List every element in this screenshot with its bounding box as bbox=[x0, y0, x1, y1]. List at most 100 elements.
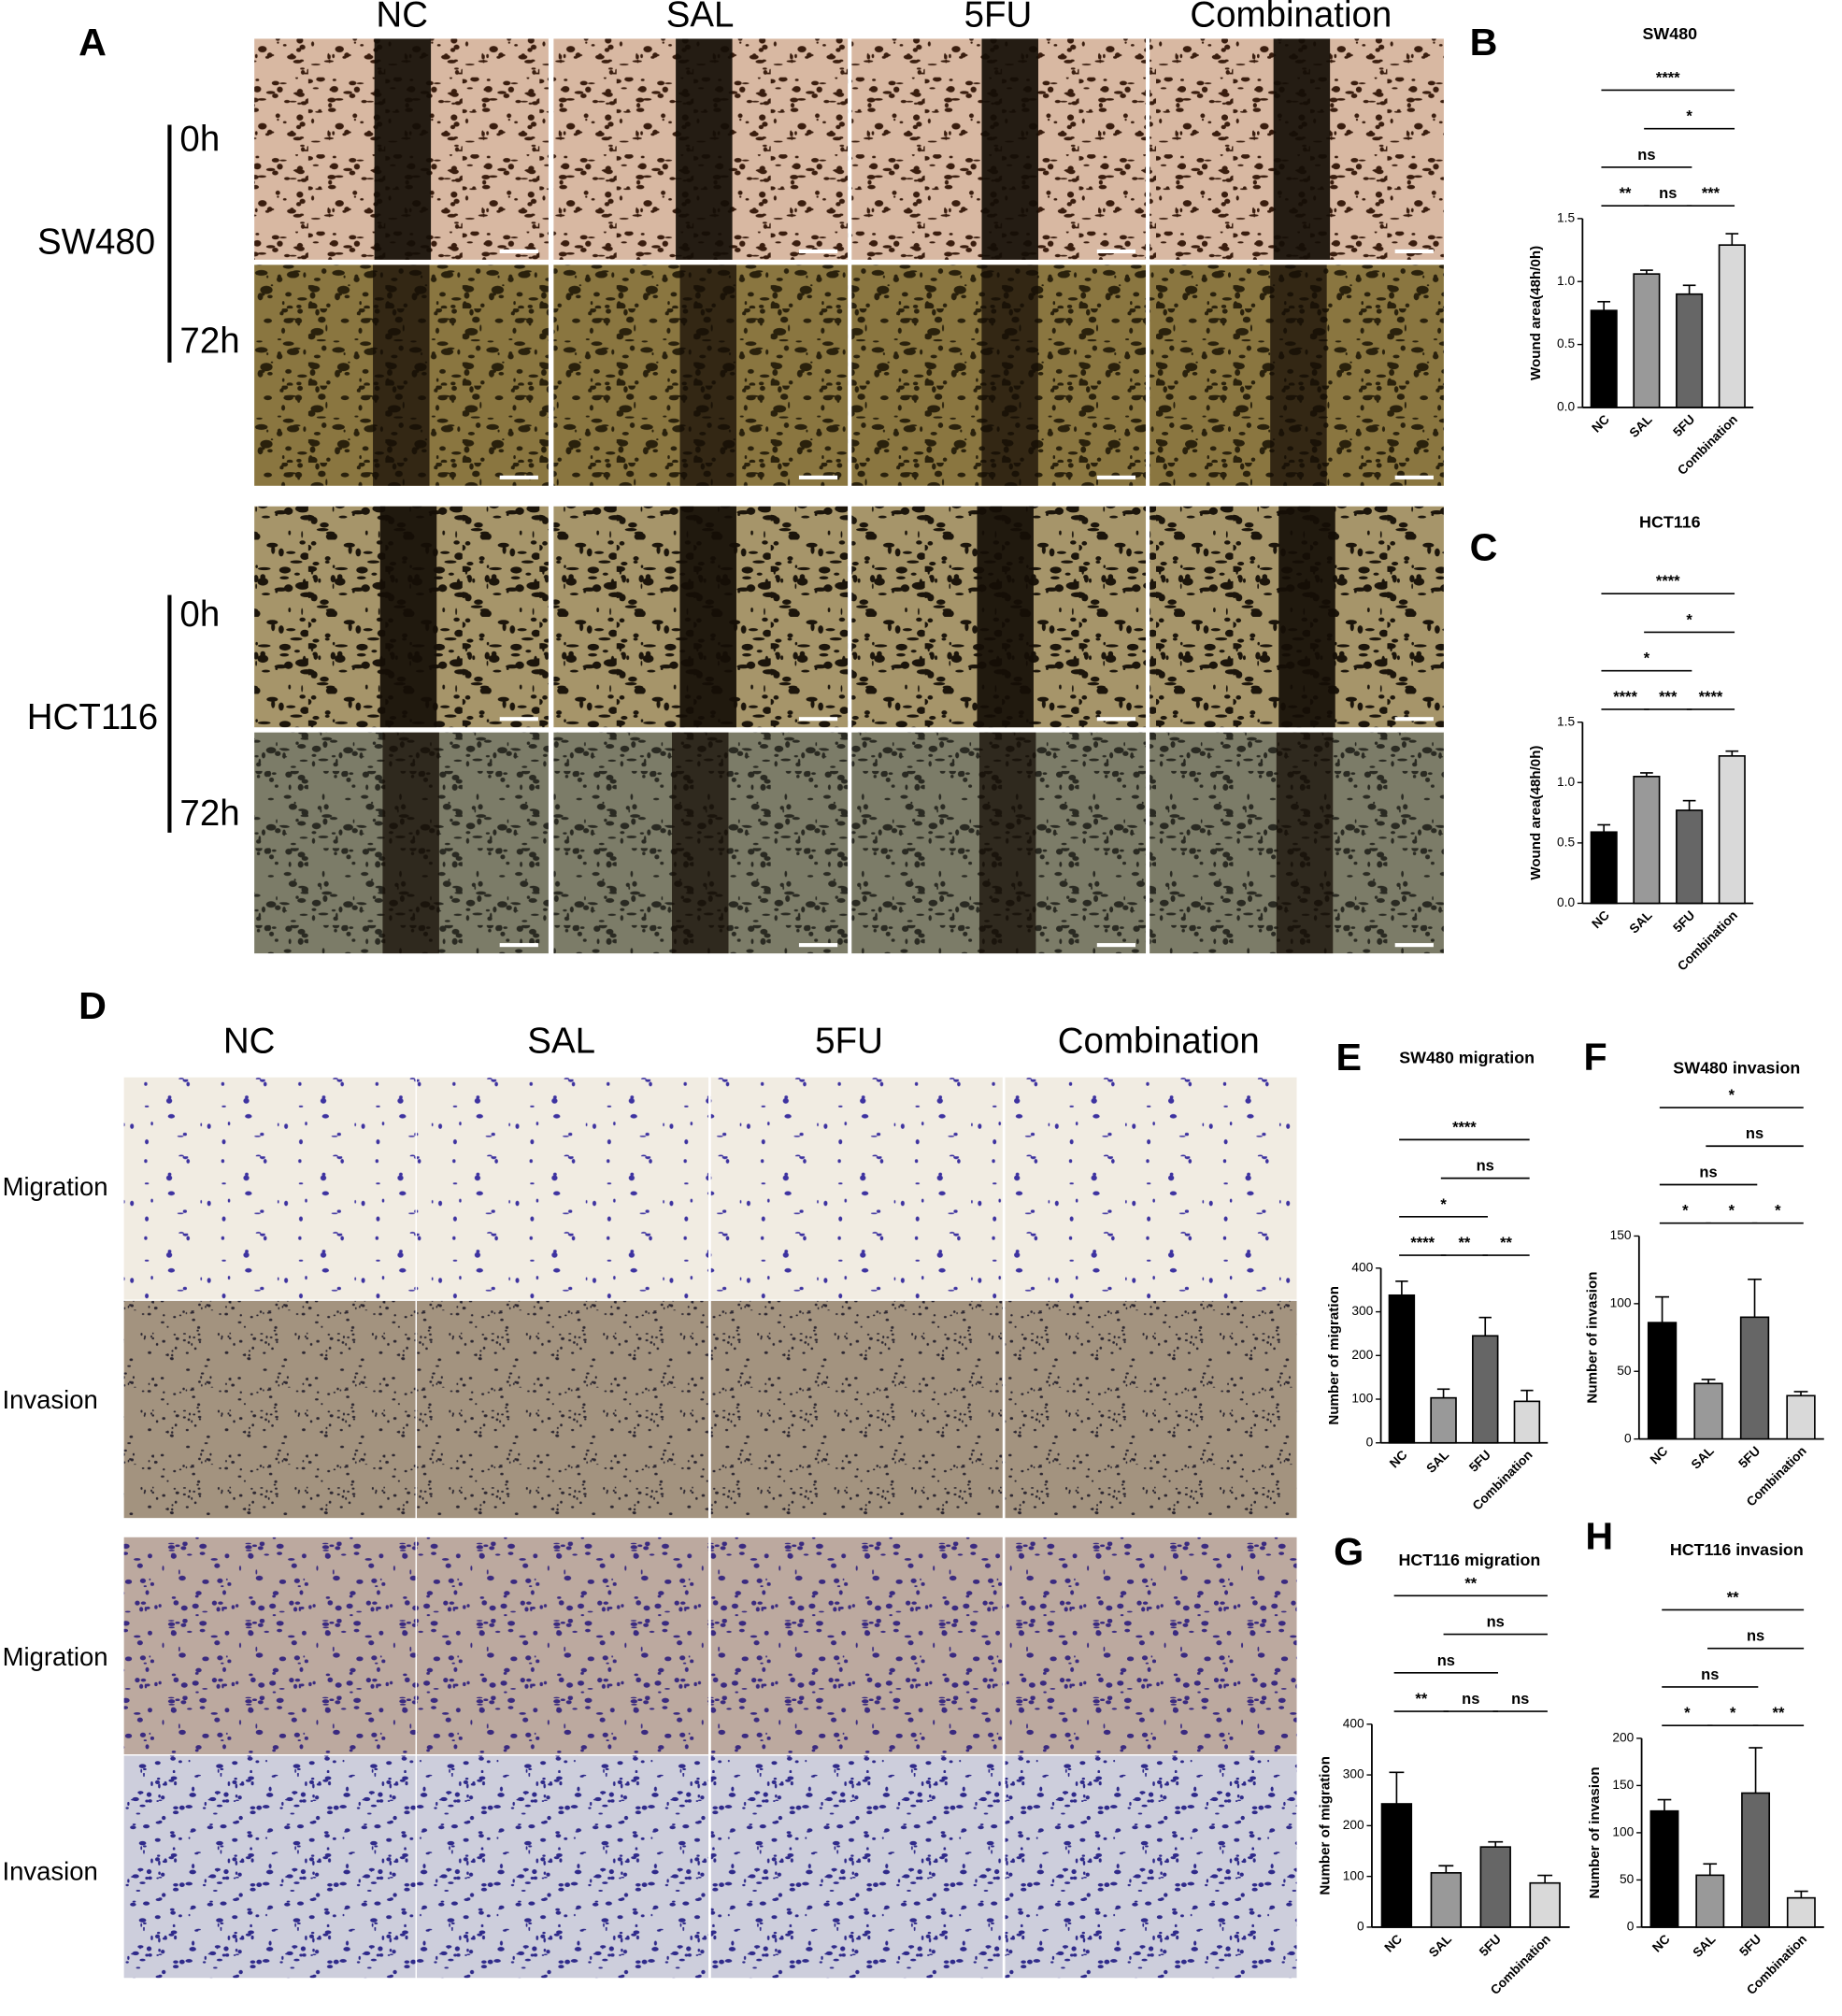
bar bbox=[1695, 1874, 1725, 1928]
significance-label: *** bbox=[1659, 689, 1678, 706]
time-label: 72h bbox=[179, 321, 239, 361]
scale-bar bbox=[1394, 475, 1434, 479]
micrograph bbox=[122, 1754, 418, 1980]
scale-bar bbox=[798, 249, 838, 253]
significance-label: ** bbox=[1458, 1235, 1470, 1251]
bar bbox=[1718, 755, 1746, 905]
bar bbox=[1430, 1872, 1463, 1928]
micrograph bbox=[415, 1536, 710, 1756]
y-axis-label: Number of invasion bbox=[1587, 1766, 1603, 1898]
bar bbox=[1633, 775, 1661, 905]
wound-gap bbox=[679, 265, 737, 486]
y-tick-label: 0 bbox=[1624, 1431, 1632, 1445]
cell-line-label: HCT116 bbox=[27, 697, 158, 737]
panel-letter: H bbox=[1585, 1515, 1613, 1558]
scale-bar bbox=[499, 475, 538, 479]
wound-gap bbox=[1273, 38, 1331, 260]
scale-bar bbox=[798, 717, 838, 722]
panel-letter: E bbox=[1335, 1036, 1362, 1079]
bar bbox=[1529, 1881, 1561, 1928]
scale-bar bbox=[1096, 475, 1136, 479]
x-tick-label: 5FU bbox=[1466, 1448, 1493, 1475]
y-tick-label: 200 bbox=[1343, 1818, 1364, 1832]
row-label: Invasion bbox=[2, 1385, 97, 1414]
time-label: 0h bbox=[179, 594, 220, 635]
y-axis-label: Number of migration bbox=[1317, 1756, 1333, 1895]
x-tick-label: 5FU bbox=[1670, 412, 1697, 439]
y-tick-label: 0.0 bbox=[1557, 400, 1575, 414]
panel-letter: D bbox=[79, 984, 107, 1027]
x-tick-label: SAL bbox=[1691, 1932, 1719, 1960]
y-tick-label: 0.5 bbox=[1557, 836, 1575, 850]
chart-title: HCT116 migration bbox=[1398, 1551, 1540, 1569]
significance-label: ns bbox=[1487, 1614, 1505, 1631]
micrograph bbox=[1004, 1076, 1298, 1301]
scale-bar bbox=[499, 943, 538, 948]
column-label: SAL bbox=[527, 1021, 595, 1061]
y-tick-label: 0 bbox=[1357, 1920, 1364, 1934]
significance-label: * bbox=[1682, 1203, 1689, 1220]
scale-bar bbox=[1096, 249, 1136, 253]
wound-gap bbox=[676, 38, 733, 260]
micrograph bbox=[709, 1536, 1005, 1756]
scale-bar bbox=[1096, 717, 1136, 722]
bar bbox=[1649, 1809, 1679, 1928]
panel-letter: C bbox=[1470, 525, 1498, 568]
x-tick-label: NC bbox=[1387, 1448, 1410, 1471]
significance-label: ns bbox=[1462, 1691, 1479, 1708]
y-tick-label: 100 bbox=[1612, 1825, 1634, 1839]
scale-bar bbox=[499, 717, 538, 722]
bar bbox=[1633, 273, 1661, 408]
significance-label: * bbox=[1729, 1087, 1735, 1104]
y-tick-label: 50 bbox=[1617, 1364, 1632, 1378]
y-axis-label: Number of migration bbox=[1326, 1286, 1342, 1425]
column-label: SAL bbox=[666, 0, 735, 35]
significance-label: ns bbox=[1437, 1652, 1455, 1669]
significance-label: ** bbox=[1500, 1235, 1512, 1251]
wound-gap bbox=[1276, 732, 1334, 954]
micrograph bbox=[415, 1754, 710, 1980]
significance-label: * bbox=[1440, 1196, 1447, 1213]
y-tick-label: 100 bbox=[1351, 1392, 1373, 1406]
bar bbox=[1739, 1316, 1770, 1440]
significance-label: ns bbox=[1747, 1628, 1764, 1645]
chart-title: SW480 migration bbox=[1399, 1049, 1535, 1067]
x-tick-label: 5FU bbox=[1735, 1444, 1763, 1471]
x-tick-label: 5FU bbox=[1670, 908, 1697, 936]
significance-label: **** bbox=[1410, 1235, 1435, 1251]
significance-label: * bbox=[1684, 1705, 1691, 1722]
column-label: 5FU bbox=[964, 0, 1033, 35]
bar bbox=[1676, 293, 1704, 408]
significance-label: ** bbox=[1620, 185, 1632, 202]
scale-bar bbox=[1394, 249, 1434, 253]
y-tick-label: 0 bbox=[1627, 1920, 1635, 1934]
y-tick-label: 200 bbox=[1351, 1348, 1373, 1362]
scale-bar bbox=[798, 943, 838, 948]
significance-label: ns bbox=[1699, 1164, 1717, 1180]
y-tick-label: 0.0 bbox=[1557, 895, 1575, 909]
column-label: 5FU bbox=[815, 1021, 883, 1061]
panel-letter: F bbox=[1584, 1036, 1607, 1079]
significance-label: ** bbox=[1727, 1589, 1739, 1606]
chart-title: HCT116 invasion bbox=[1670, 1540, 1804, 1559]
bar bbox=[1741, 1792, 1771, 1928]
panel-letter: A bbox=[79, 21, 107, 64]
x-tick-label: SAL bbox=[1426, 1932, 1454, 1960]
micrograph bbox=[1004, 1299, 1298, 1520]
bar bbox=[1786, 1896, 1816, 1928]
chart-title: SW480 invasion bbox=[1673, 1059, 1800, 1078]
significance-label: * bbox=[1775, 1203, 1781, 1220]
bar bbox=[1388, 1294, 1416, 1444]
significance-label: ns bbox=[1701, 1666, 1719, 1683]
significance-label: **** bbox=[1452, 1119, 1477, 1136]
wound-gap bbox=[978, 732, 1036, 954]
significance-label: **** bbox=[1656, 573, 1680, 590]
wound-gap bbox=[679, 506, 736, 728]
x-tick-label: NC bbox=[1589, 908, 1612, 932]
y-tick-label: 300 bbox=[1351, 1304, 1373, 1318]
significance-label: **** bbox=[1613, 689, 1637, 706]
bar bbox=[1590, 309, 1618, 408]
bar bbox=[1676, 809, 1704, 905]
